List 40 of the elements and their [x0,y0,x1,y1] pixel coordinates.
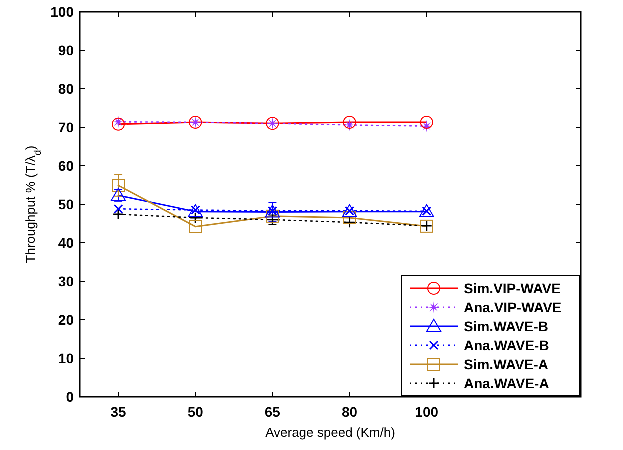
y-tick-label: 100 [50,4,74,20]
point [112,208,124,220]
x-tick-label: 35 [110,404,127,420]
point [344,216,356,228]
x-tick-label: 50 [188,404,204,420]
point [343,116,356,129]
point [266,210,280,223]
point [190,212,202,224]
x-axis-title: Average speed (Km/h) [266,425,396,440]
y-tick-label: 60 [58,158,74,174]
y-tick-label: 40 [58,234,74,251]
x-tick-label: 80 [342,404,358,420]
legend-label: Sim.WAVE-A [464,356,549,372]
y-tick-label: 90 [58,42,74,58]
point [419,204,434,218]
x-tick-label: 100 [415,404,439,420]
point [420,116,434,129]
legend-label: Ana.VIP-WAVE [464,299,562,316]
point [112,179,126,192]
legend-label: Ana.WAVE-A [464,375,550,392]
y-tick-label: 80 [58,80,74,97]
point [189,220,202,234]
point [114,204,124,214]
point [342,204,358,218]
y-tick-label: 70 [58,119,74,136]
legend-label: Sim.WAVE-B [464,318,549,334]
point [112,116,125,128]
y-tick-label: 10 [58,350,74,366]
y-tick-label: 20 [58,312,74,328]
point [188,204,204,218]
point [112,118,126,131]
x-tick-label: 65 [264,404,281,420]
point [111,188,126,202]
point [265,204,280,218]
y-tick-label: 50 [58,196,74,212]
legend-label: Ana.WAVE-B [464,337,550,354]
y-tick-label: 30 [58,273,74,290]
legend-label: Sim.VIP-WAVE [464,280,561,296]
point [343,211,356,224]
y-tick-label: 0 [66,388,74,405]
